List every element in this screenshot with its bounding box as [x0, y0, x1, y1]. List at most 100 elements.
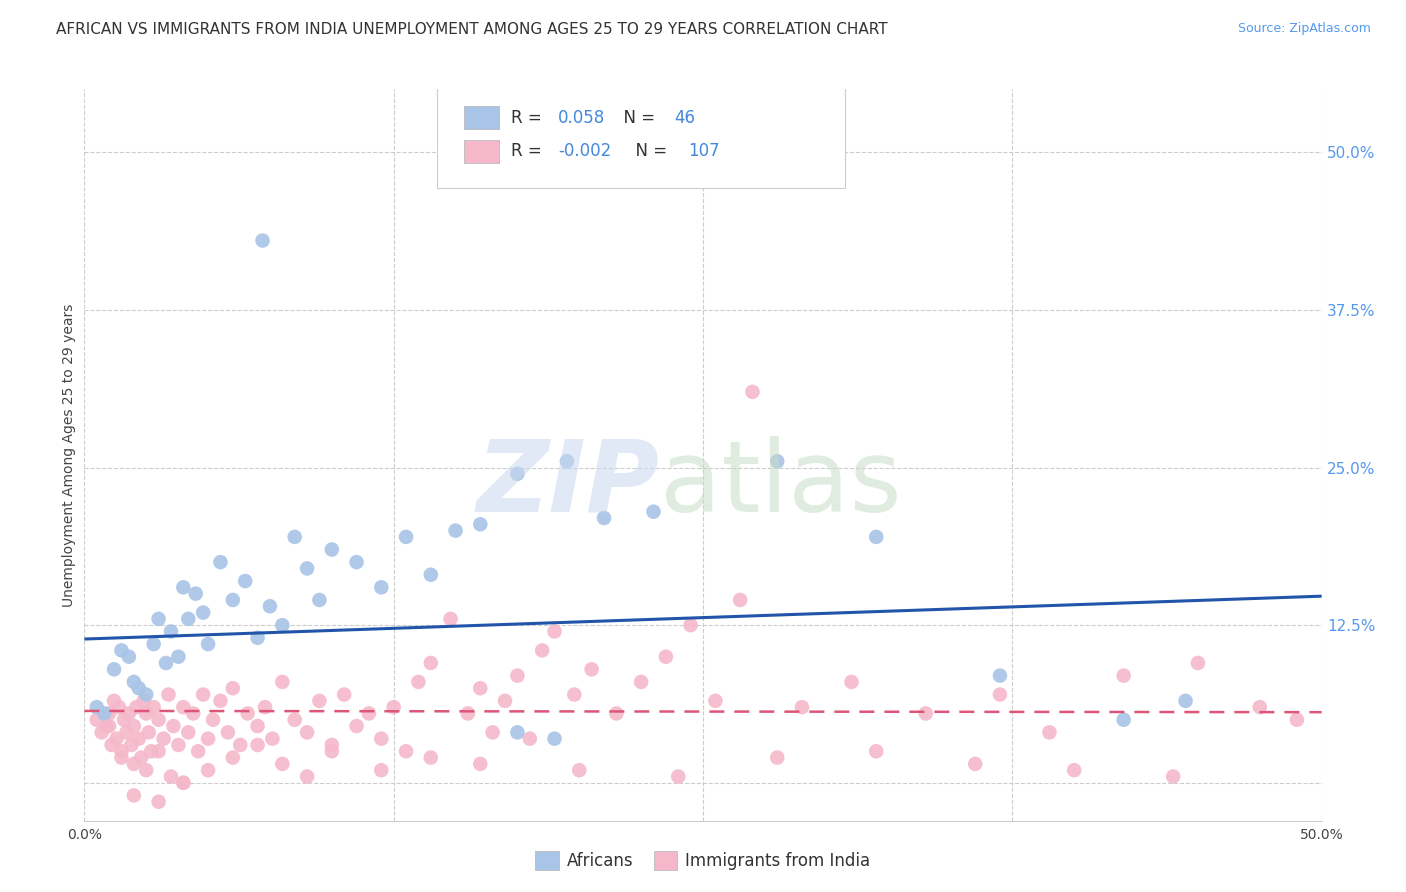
Point — [222, 681, 245, 696]
Point — [562, 688, 585, 702]
Point — [138, 725, 160, 739]
Point — [444, 524, 467, 538]
Point — [118, 649, 141, 664]
Point — [914, 706, 936, 721]
Point — [382, 700, 405, 714]
Point — [370, 580, 392, 594]
Point — [865, 530, 887, 544]
Point — [160, 624, 183, 639]
Point — [988, 688, 1011, 702]
Point — [1038, 725, 1060, 739]
Point — [506, 467, 529, 481]
Point — [741, 384, 763, 399]
Text: N =: N = — [626, 143, 672, 161]
Point — [543, 624, 565, 639]
Point — [841, 674, 863, 689]
Point — [1112, 713, 1135, 727]
Point — [284, 713, 307, 727]
Point — [90, 725, 112, 739]
Point — [120, 738, 142, 752]
Point — [865, 744, 887, 758]
Point — [105, 731, 128, 746]
Point — [408, 674, 430, 689]
Point — [262, 731, 284, 746]
Point — [181, 706, 204, 721]
Point — [295, 725, 318, 739]
Point — [295, 561, 318, 575]
Point — [543, 731, 565, 746]
Point — [494, 694, 516, 708]
FancyBboxPatch shape — [464, 106, 499, 129]
FancyBboxPatch shape — [437, 86, 845, 188]
Point — [271, 756, 294, 771]
Point — [191, 606, 214, 620]
Point — [605, 706, 627, 721]
Point — [790, 700, 813, 714]
Point — [172, 776, 194, 790]
Point — [98, 706, 121, 721]
Point — [129, 750, 152, 764]
Point — [93, 706, 115, 721]
Point — [346, 719, 368, 733]
Point — [162, 719, 184, 733]
Point — [217, 725, 239, 739]
Point — [988, 668, 1011, 682]
Point — [321, 744, 343, 758]
Text: 46: 46 — [675, 109, 696, 127]
Point — [122, 674, 145, 689]
Point — [1112, 668, 1135, 682]
Point — [197, 763, 219, 777]
Point — [148, 612, 170, 626]
Point — [96, 719, 118, 733]
Point — [295, 770, 318, 784]
Point — [357, 706, 380, 721]
Text: atlas: atlas — [659, 435, 901, 533]
Point — [1187, 656, 1209, 670]
Point — [110, 744, 132, 758]
Point — [152, 731, 174, 746]
Point — [135, 688, 157, 702]
Point — [110, 750, 132, 764]
Text: R =: R = — [512, 109, 547, 127]
Point — [1249, 700, 1271, 714]
Y-axis label: Unemployment Among Ages 25 to 29 years: Unemployment Among Ages 25 to 29 years — [62, 303, 76, 607]
Point — [965, 756, 987, 771]
Point — [439, 612, 461, 626]
Point — [581, 662, 603, 676]
Text: 0.058: 0.058 — [558, 109, 606, 127]
Point — [122, 756, 145, 771]
Point — [246, 738, 269, 752]
Point — [157, 688, 180, 702]
Point — [187, 744, 209, 758]
Legend: Africans, Immigrants from India: Africans, Immigrants from India — [527, 842, 879, 878]
Point — [122, 719, 145, 733]
Point — [108, 700, 131, 714]
Point — [321, 542, 343, 557]
Point — [141, 744, 163, 758]
Point — [142, 637, 165, 651]
Point — [125, 700, 148, 714]
Point — [1063, 763, 1085, 777]
Point — [209, 555, 232, 569]
Point — [470, 681, 492, 696]
Point — [132, 694, 155, 708]
Point — [236, 706, 259, 721]
Point — [419, 567, 441, 582]
Point — [103, 662, 125, 676]
Point — [370, 763, 392, 777]
Point — [308, 593, 330, 607]
Point — [253, 700, 276, 714]
Point — [160, 770, 183, 784]
Point — [100, 738, 122, 752]
Point — [184, 587, 207, 601]
Point — [506, 668, 529, 682]
Point — [209, 694, 232, 708]
Point — [333, 688, 356, 702]
Point — [86, 713, 108, 727]
Text: ZIP: ZIP — [477, 435, 659, 533]
Point — [86, 700, 108, 714]
Point — [419, 750, 441, 764]
Point — [246, 631, 269, 645]
Text: Source: ZipAtlas.com: Source: ZipAtlas.com — [1237, 22, 1371, 36]
Point — [457, 706, 479, 721]
